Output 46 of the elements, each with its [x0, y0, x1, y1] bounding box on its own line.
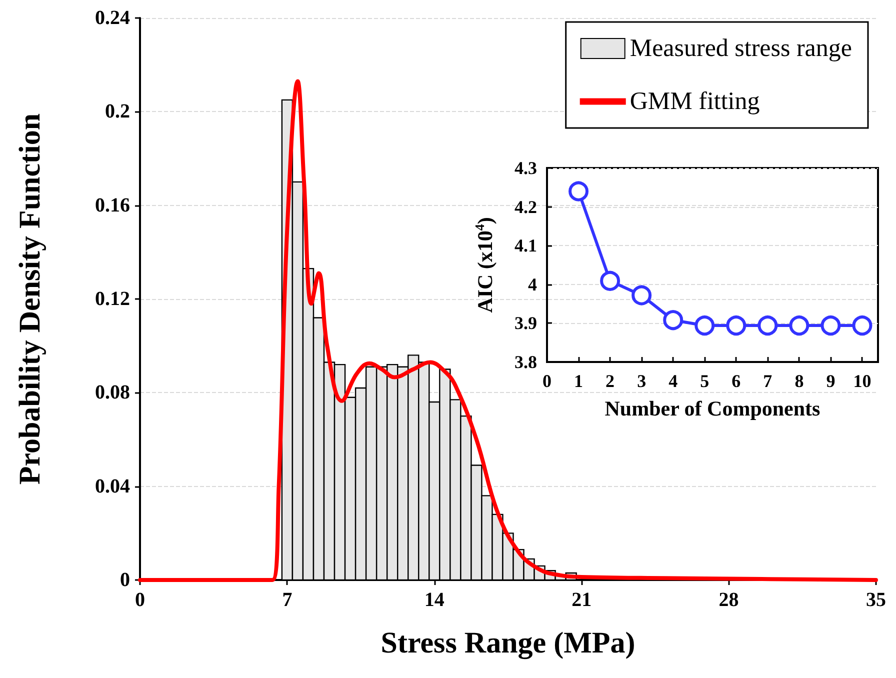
x-axis-title: Stress Range (MPa) — [380, 626, 636, 660]
y-axis-title: AIC (x104) — [472, 217, 497, 313]
x-tick-label: 14 — [424, 589, 444, 611]
y-tick-label: 0.16 — [95, 194, 130, 216]
x-tick-label: 4 — [668, 371, 678, 391]
x-tick-label: 2 — [606, 371, 615, 391]
y-tick-label: 3.9 — [514, 313, 537, 334]
point — [694, 316, 715, 336]
x-tick-label: 9 — [826, 371, 836, 391]
x-axis-title: Number of Components — [604, 396, 820, 420]
y-axis-title: Probability Density Function — [14, 113, 46, 485]
y-tick-label: 0.08 — [95, 382, 130, 404]
point — [789, 316, 810, 336]
y-tick-label: 0 — [120, 569, 130, 591]
x-tick-label: 6 — [732, 371, 741, 391]
x-tick-label: 5 — [700, 371, 710, 391]
y-tick-label: 4.1 — [514, 236, 537, 256]
x-tick-label: 1 — [574, 371, 584, 391]
point — [852, 316, 872, 336]
x-tick-label: 8 — [794, 371, 804, 391]
y-tick-label: 3.8 — [514, 352, 537, 372]
x-tick-label: 28 — [718, 589, 739, 611]
y-tick-label: 4.2 — [514, 196, 537, 217]
point — [820, 316, 841, 336]
x-tick-label: 21 — [572, 589, 592, 611]
point — [600, 270, 620, 291]
point — [726, 316, 746, 336]
x-tick-label: 0 — [135, 589, 145, 611]
legend-label: GMM fitting — [630, 88, 760, 115]
x-tick-label: 35 — [866, 589, 886, 611]
legend-label: Measured stress range — [630, 35, 852, 62]
y-tick-label: 0.2 — [105, 100, 130, 123]
y-tick-label: 0.04 — [95, 475, 130, 498]
x-tick-label: 0 — [542, 371, 552, 391]
y-tick-label: 4.3 — [514, 158, 537, 178]
x-tick-label: 3 — [637, 371, 646, 391]
y-tick-label: 0.12 — [95, 288, 130, 310]
point — [758, 316, 778, 336]
y-tick-label: 4 — [528, 274, 537, 294]
point — [568, 181, 589, 202]
x-tick-label: 10 — [853, 371, 872, 391]
x-tick-label: 7 — [282, 589, 292, 611]
x-tick-label: 7 — [763, 371, 772, 391]
y-tick-label: 0.24 — [95, 7, 130, 29]
point — [632, 285, 652, 306]
point — [663, 310, 684, 330]
